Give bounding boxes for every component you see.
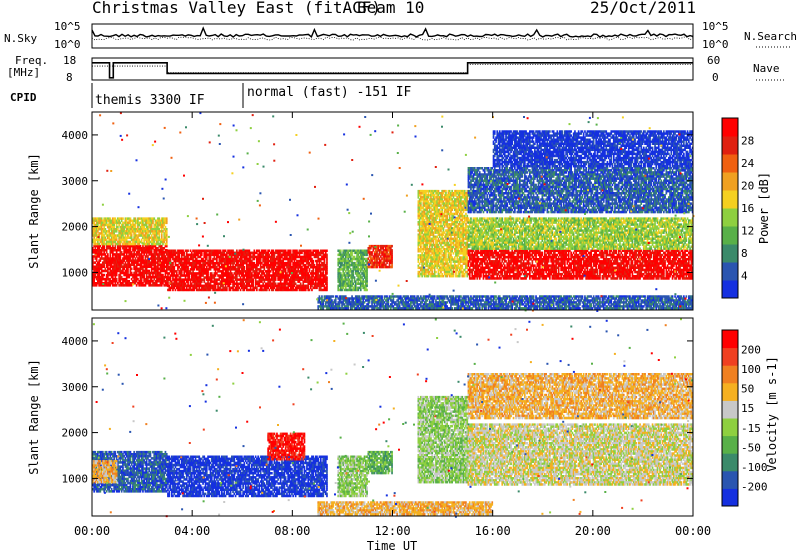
- heatmap-cell: [158, 234, 160, 237]
- power-panel: [92, 112, 695, 312]
- heatmap-cell: [201, 254, 203, 257]
- heatmap-cell: [275, 278, 277, 281]
- nave-trace: [92, 65, 693, 73]
- cpid-mode-1: themis 3300 IF: [95, 93, 205, 108]
- heatmap-cell: [166, 243, 168, 246]
- heatmap-cell: [166, 222, 168, 225]
- nsearch-tick-top: 10^5: [702, 20, 729, 33]
- nsky-label: N.Sky: [4, 32, 37, 45]
- heatmap-cell: [103, 274, 105, 277]
- heatmap-cell: [256, 289, 258, 292]
- heatmap-cell: [166, 234, 168, 237]
- heatmap-cell: [326, 272, 328, 275]
- freq-panel: [92, 58, 693, 80]
- freq-tick-top: 18: [63, 54, 76, 67]
- nsearch-trace: [92, 37, 693, 40]
- nave-label: Nave: [753, 62, 780, 75]
- nsearch-label: N.Search: [744, 30, 797, 43]
- heatmap-cell: [226, 289, 228, 292]
- nsearch-tick-bottom: 10^0: [702, 38, 729, 51]
- figure: Christmas Valley East (fitACF) Beam 10 2…: [0, 0, 800, 554]
- cpid-mode-2: normal (fast) -151 IF: [247, 85, 412, 100]
- freq-label-2: [MHz]: [7, 66, 40, 79]
- heatmap-cell: [131, 234, 133, 237]
- beam-label: Beam 10: [357, 0, 424, 17]
- heatmap-cell: [116, 274, 118, 277]
- date-label: 25/Oct/2011: [590, 0, 696, 17]
- heatmap-cell: [326, 250, 328, 253]
- nave-tick-top: 60: [707, 54, 720, 67]
- heatmap-cell: [326, 289, 328, 292]
- freq-trace: [92, 63, 693, 78]
- heatmap-cell: [187, 250, 189, 253]
- nsky-trace: [92, 28, 693, 37]
- freq-tick-bottom: 8: [66, 71, 73, 84]
- nsky-tick-bottom: 10^0: [54, 38, 81, 51]
- heatmap-cell: [131, 268, 133, 271]
- nsky-tick-top: 10^5: [54, 20, 81, 33]
- heatmap-cell: [161, 234, 163, 237]
- heatmap-cell: [122, 217, 124, 220]
- plot-title: Christmas Valley East (fitACF): [92, 0, 381, 17]
- cpid-label: CPID: [10, 91, 37, 104]
- heatmap-cell: [152, 222, 154, 225]
- nave-tick-bottom: 0: [712, 71, 719, 84]
